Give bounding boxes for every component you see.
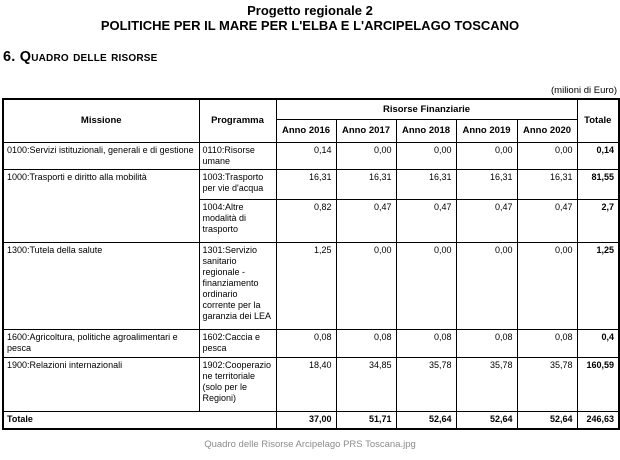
column-header-anno-2016: Anno 2016	[275, 118, 337, 143]
project-subtitle: POLITICHE PER IL MARE PER L'ELBA E L'ARC…	[100, 18, 520, 33]
section-heading: 6. Quadro delle risorse	[3, 49, 158, 65]
year-value-cell: 35,78	[395, 356, 457, 412]
programma-cell: 1902:Cooperazione territoriale (solo per…	[198, 356, 277, 412]
column-header-programma: Programma	[198, 98, 277, 143]
column-header-missione: Missione	[2, 98, 200, 143]
year-value-cell: 0,14	[275, 141, 337, 170]
row-total-cell: 1,25	[576, 241, 620, 330]
table-total-row: Totale 37,00 51,71 52,64 52,64 52,64 246,63	[2, 410, 620, 430]
programma-cell: 1004:Altre modalità di trasporto	[198, 198, 277, 243]
column-header-anno-2018: Anno 2018	[395, 118, 457, 143]
year-value-cell: 0,00	[395, 241, 457, 330]
year-value-cell: 0,47	[335, 198, 397, 243]
column-header-anno-2017: Anno 2017	[335, 118, 397, 143]
missione-cell: 1600:Agricoltura, politiche agroalimenta…	[2, 328, 200, 358]
project-title: Progetto regionale 2	[247, 3, 373, 18]
row-total-cell: 0,4	[576, 328, 620, 358]
missione-cell: 1900:Relazioni internazionali	[2, 356, 200, 412]
row-total-cell: 81,55	[576, 168, 620, 200]
column-header-anno-2020: Anno 2020	[516, 118, 578, 143]
total-year-value-cell: 52,64	[395, 410, 457, 430]
table-body: 0100:Servizi istituzionali, generali e d…	[2, 141, 620, 430]
programma-cell: 1301:Servizio sanitario regionale - fina…	[198, 241, 277, 330]
year-value-cell: 0,82	[275, 198, 337, 243]
table-row: 1300:Tutela della salute 1301:Servizio sa…	[2, 241, 620, 330]
row-total-cell: 2,7	[576, 198, 620, 243]
table-row: 1900:Relazioni internazionali 1902:Cooper…	[2, 356, 620, 412]
image-file-caption: Quadro delle Risorse Arcipelago PRS Tosc…	[204, 439, 416, 450]
table-row: 0100:Servizi istituzionali, generali e d…	[2, 141, 620, 170]
programma-cell: 0110:Risorse umane	[198, 141, 277, 170]
table-row: 1600:Agricoltura, politiche agroalimenta…	[2, 328, 620, 358]
row-total-cell: 0,14	[576, 141, 620, 170]
programma-cell: 1602:Caccia e pesca	[198, 328, 277, 358]
total-year-value-cell: 37,00	[275, 410, 337, 430]
year-value-cell: 0,00	[516, 141, 578, 170]
year-value-cell: 0,00	[516, 241, 578, 330]
total-year-value-cell: 51,71	[335, 410, 397, 430]
year-value-cell: 0,00	[335, 241, 397, 330]
column-header-totale: Totale	[576, 98, 620, 143]
year-value-cell: 16,31	[455, 168, 518, 200]
total-row-label: Totale	[2, 410, 277, 430]
year-value-cell: 0,47	[395, 198, 457, 243]
year-value-cell: 16,31	[275, 168, 337, 200]
year-value-cell: 1,25	[275, 241, 337, 330]
unit-note: (milioni di Euro)	[551, 85, 617, 96]
year-value-cell: 35,78	[455, 356, 518, 412]
year-value-cell: 0,00	[335, 141, 397, 170]
resources-table: Missione Programma Risorse Finanziarie T…	[2, 98, 620, 430]
column-group-risorse-finanziarie: Risorse Finanziarie	[275, 98, 578, 120]
total-year-value-cell: 52,64	[455, 410, 518, 430]
year-value-cell: 0,47	[516, 198, 578, 243]
year-value-cell: 0,00	[455, 141, 518, 170]
total-year-value-cell: 52,64	[516, 410, 578, 430]
year-value-cell: 0,08	[455, 328, 518, 358]
year-value-cell: 0,00	[455, 241, 518, 330]
year-value-cell: 16,31	[395, 168, 457, 200]
year-value-cell: 0,00	[395, 141, 457, 170]
table-row: 1000:Trasporti e diritto alla mobilità 10…	[2, 168, 620, 243]
header-row-group: Missione Programma Risorse Finanziarie T…	[2, 98, 620, 143]
year-value-cell: 0,08	[516, 328, 578, 358]
year-value-cell: 35,78	[516, 356, 578, 412]
column-header-anno-2019: Anno 2019	[455, 118, 518, 143]
header-row-years: Anno 2016 Anno 2017 Anno 2018 Anno 2019 …	[3, 118, 619, 143]
year-value-cell: 16,31	[335, 168, 397, 200]
year-value-cell: 0,08	[335, 328, 397, 358]
year-value-cell: 16,31	[516, 168, 578, 200]
row-total-cell: 160,59	[576, 356, 620, 412]
year-value-cell: 0,08	[395, 328, 457, 358]
missione-cell: 0100:Servizi istituzionali, generali e d…	[2, 141, 200, 170]
missione-cell: 1300:Tutela della salute	[2, 241, 200, 330]
year-value-cell: 18,40	[275, 356, 337, 412]
programma-cell: 1003:Trasporto per vie d'acqua	[198, 168, 277, 200]
year-value-cell: 0,08	[275, 328, 337, 358]
missione-cell: 1000:Trasporti e diritto alla mobilità	[2, 168, 200, 243]
year-value-cell: 34,85	[335, 356, 397, 412]
grand-total-cell: 246,63	[576, 410, 620, 430]
year-value-cell: 0,47	[455, 198, 518, 243]
